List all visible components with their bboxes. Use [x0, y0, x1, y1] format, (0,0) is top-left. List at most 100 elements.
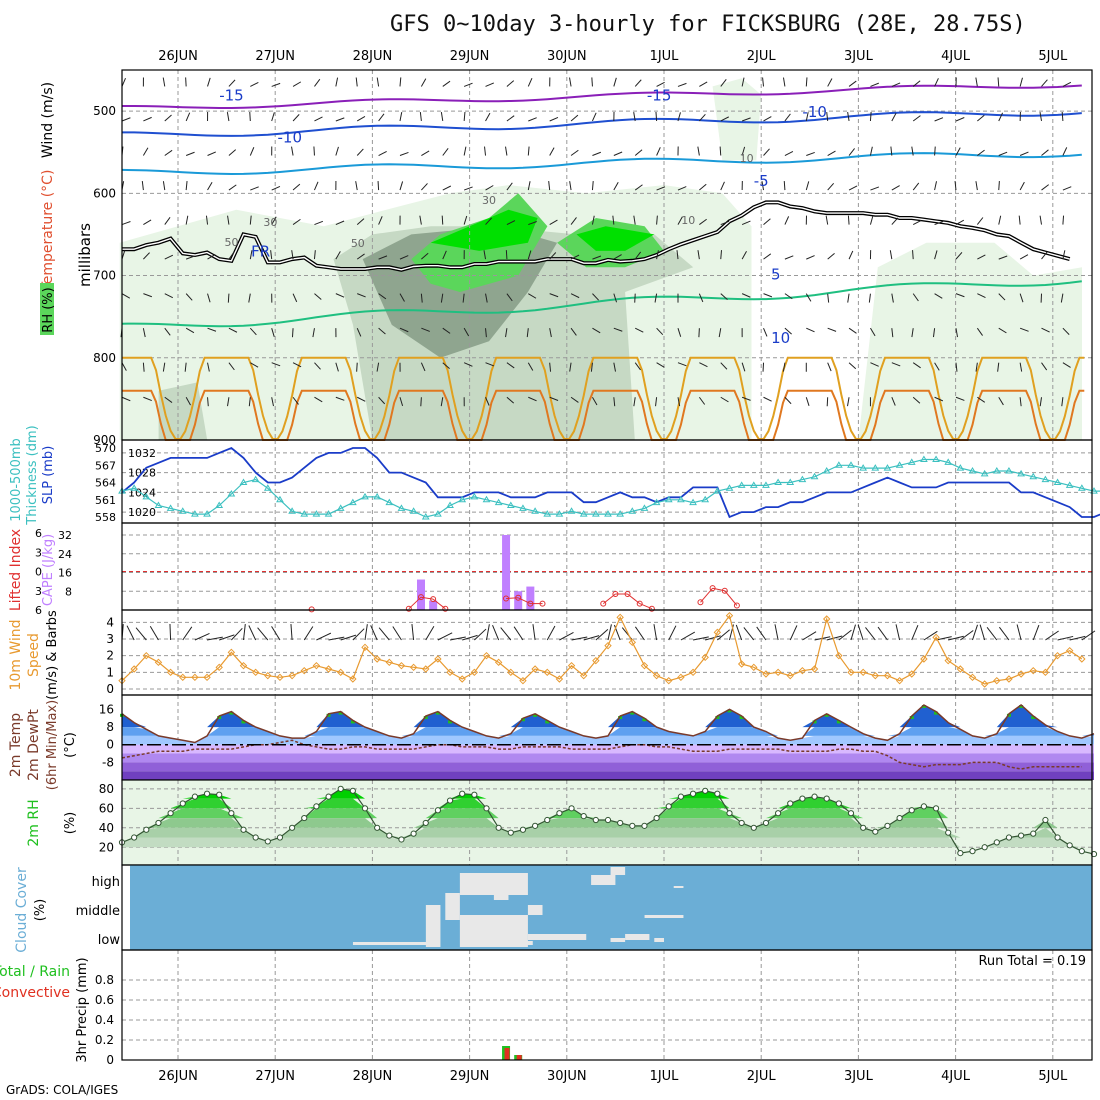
rh-marker: [179, 800, 186, 807]
pressure-tick-label: 800: [93, 351, 116, 365]
wind-barb: [474, 628, 487, 641]
wind-barb: [592, 396, 598, 406]
cape-tick-label: 32: [58, 529, 72, 542]
wind-barb: [1041, 251, 1048, 260]
thickness-marker: [992, 467, 1001, 474]
wind-barb: [271, 186, 281, 191]
wind-barb: [741, 396, 751, 401]
wind-barb: [356, 218, 365, 225]
temp-tick-label: -8: [102, 755, 114, 769]
wind-barb: [485, 328, 487, 338]
rh-marker: [398, 836, 405, 843]
thickness-marker: [871, 464, 880, 471]
li-line: [724, 590, 738, 606]
wind-barb: [912, 220, 922, 226]
wind-barb: [485, 397, 490, 406]
rh-marker: [276, 834, 284, 841]
wind-barb: [634, 184, 643, 191]
wind-barb: [399, 397, 404, 407]
day-label-top: 3JUL: [844, 49, 874, 64]
thickness-tick-label: 564: [95, 477, 116, 490]
wind-barb: [376, 77, 380, 87]
wind-barb: [955, 293, 965, 298]
wind-speed-marker: [822, 615, 831, 623]
wind-barb: [207, 397, 209, 407]
rh-marker: [556, 810, 563, 817]
wind-barb: [271, 626, 281, 641]
wind-barb: [463, 215, 468, 225]
wind-barb: [549, 147, 555, 156]
wind-barb: [998, 327, 1007, 334]
rh-marker: [301, 814, 308, 822]
wind-speed-marker: [592, 656, 600, 665]
wind-barb: [559, 631, 574, 641]
wind-barb: [486, 624, 490, 641]
cloud-cell: [654, 938, 664, 942]
wind-barb: [549, 219, 558, 226]
wind-barb: [206, 636, 223, 641]
wind-barb: [378, 151, 387, 156]
rh-marker: [131, 834, 138, 841]
wind-barb: [569, 362, 572, 372]
thickness-marker: [385, 498, 394, 506]
li-marker: [539, 600, 546, 607]
wind-barb: [411, 624, 415, 641]
wind-barb: [228, 149, 237, 156]
wind-barb: [806, 151, 815, 156]
temperature-contour-label: FR: [251, 243, 270, 261]
thickness-marker: [312, 510, 321, 517]
axis-label-cloud: Cloud Cover: [14, 867, 30, 953]
wind-barb: [977, 149, 985, 156]
wind-barb: [827, 362, 832, 372]
cape-bar: [526, 586, 535, 610]
wind-barb: [912, 293, 919, 302]
wind-barb: [1032, 624, 1040, 641]
wind-speed-marker: [373, 655, 381, 663]
wind-barb: [421, 183, 428, 191]
rh-marker: [835, 800, 842, 807]
wind-barb: [185, 77, 187, 87]
thickness-marker: [774, 478, 782, 485]
pressure-tick-label: 500: [93, 104, 116, 118]
wind-barb: [1062, 81, 1072, 87]
rh-marker: [811, 793, 818, 800]
thickness-marker: [1065, 481, 1074, 488]
cloud-cell: [644, 915, 684, 918]
wind-barb: [121, 396, 131, 402]
wind-barb: [335, 396, 345, 401]
wind-speed-marker: [908, 670, 916, 678]
li-marker: [721, 587, 728, 594]
thickness-marker: [434, 510, 442, 517]
wind-barb: [634, 251, 642, 260]
wind-speed-marker: [422, 665, 430, 673]
cloud-cell: [610, 938, 626, 942]
wind-barb: [677, 112, 681, 122]
wind-barb: [955, 362, 958, 372]
rh-marker: [908, 807, 915, 814]
wind-barb: [569, 181, 572, 191]
wind-barb: [292, 293, 298, 303]
rh-marker: [799, 795, 806, 802]
wind-barb: [185, 397, 191, 406]
temp-max-fill: [836, 720, 841, 724]
wind-speed-marker: [956, 665, 965, 673]
wind-barb: [312, 328, 315, 338]
wind-barb: [891, 397, 896, 406]
day-label-bottom: 28JUN: [353, 1069, 393, 1084]
temperature-contour-label: -10: [802, 103, 827, 121]
wind-barb: [720, 396, 729, 403]
wind-barb: [355, 181, 358, 191]
wind-speed-marker: [750, 663, 758, 672]
wind-barb: [164, 114, 172, 122]
wind-barb: [590, 362, 593, 372]
wind-barb: [891, 362, 901, 367]
rh-contour-label: 10: [740, 152, 754, 165]
wind-barb: [335, 146, 339, 156]
wind-barb: [570, 217, 577, 225]
wind-barb: [784, 150, 794, 156]
run-total-label: Run Total = 0.19: [978, 954, 1086, 969]
temp-max-fill: [1031, 716, 1036, 720]
wind-barb: [378, 327, 386, 335]
rh-marker: [932, 805, 940, 812]
